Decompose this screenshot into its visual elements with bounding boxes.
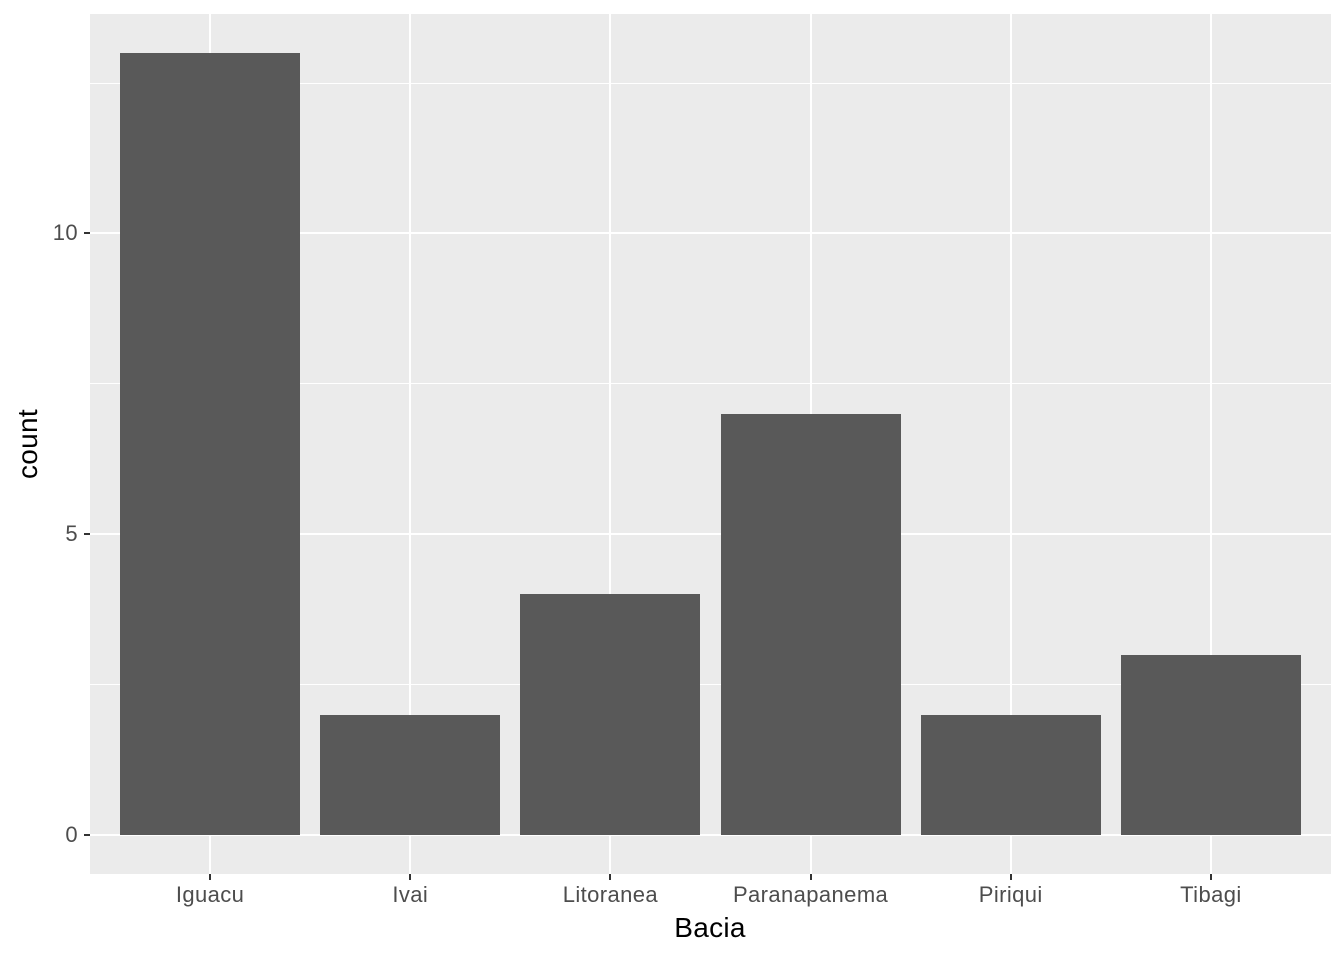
y-tick-mark bbox=[84, 834, 90, 836]
y-tick-label: 0 bbox=[65, 822, 78, 847]
major-gridline bbox=[90, 232, 1331, 235]
major-gridline bbox=[90, 834, 1331, 836]
minor-gridline bbox=[90, 82, 1331, 84]
bar-ivai bbox=[320, 714, 501, 835]
x-tick-label: Ivai bbox=[392, 882, 429, 907]
x-tick-mark bbox=[1009, 874, 1012, 880]
vertical-gridline bbox=[609, 14, 612, 874]
y-tick-mark bbox=[84, 533, 90, 536]
y-axis-title: count bbox=[12, 409, 43, 479]
minor-gridline bbox=[90, 684, 1331, 686]
x-tick-label: Tibagi bbox=[1180, 882, 1242, 907]
bar-piriqui bbox=[920, 714, 1101, 835]
x-tick-mark bbox=[1209, 874, 1212, 880]
x-tick-mark bbox=[209, 874, 212, 880]
x-tick-label: Litoranea bbox=[562, 882, 659, 907]
minor-gridline bbox=[90, 383, 1331, 385]
x-axis-title: Bacia bbox=[674, 912, 746, 943]
bar-litoranea bbox=[520, 594, 701, 835]
bar-iguacu bbox=[120, 52, 301, 835]
x-tick-mark bbox=[409, 874, 412, 880]
vertical-gridline bbox=[1209, 14, 1212, 874]
vertical-gridline bbox=[1009, 14, 1012, 874]
x-tick-label: Iguacu bbox=[175, 882, 245, 907]
x-tick-mark bbox=[809, 874, 812, 880]
x-tick-label: Paranapanema bbox=[732, 882, 889, 907]
x-tick-mark bbox=[609, 874, 612, 880]
y-tick-mark bbox=[84, 232, 90, 235]
vertical-gridline bbox=[409, 14, 412, 874]
major-gridline bbox=[90, 533, 1331, 536]
y-tick-label: 5 bbox=[65, 521, 78, 547]
bar-tibagi bbox=[1120, 654, 1301, 835]
x-tick-label: Piriqui bbox=[978, 882, 1043, 907]
y-tick-label: 10 bbox=[52, 220, 78, 246]
bar-paranapanema bbox=[720, 413, 901, 835]
